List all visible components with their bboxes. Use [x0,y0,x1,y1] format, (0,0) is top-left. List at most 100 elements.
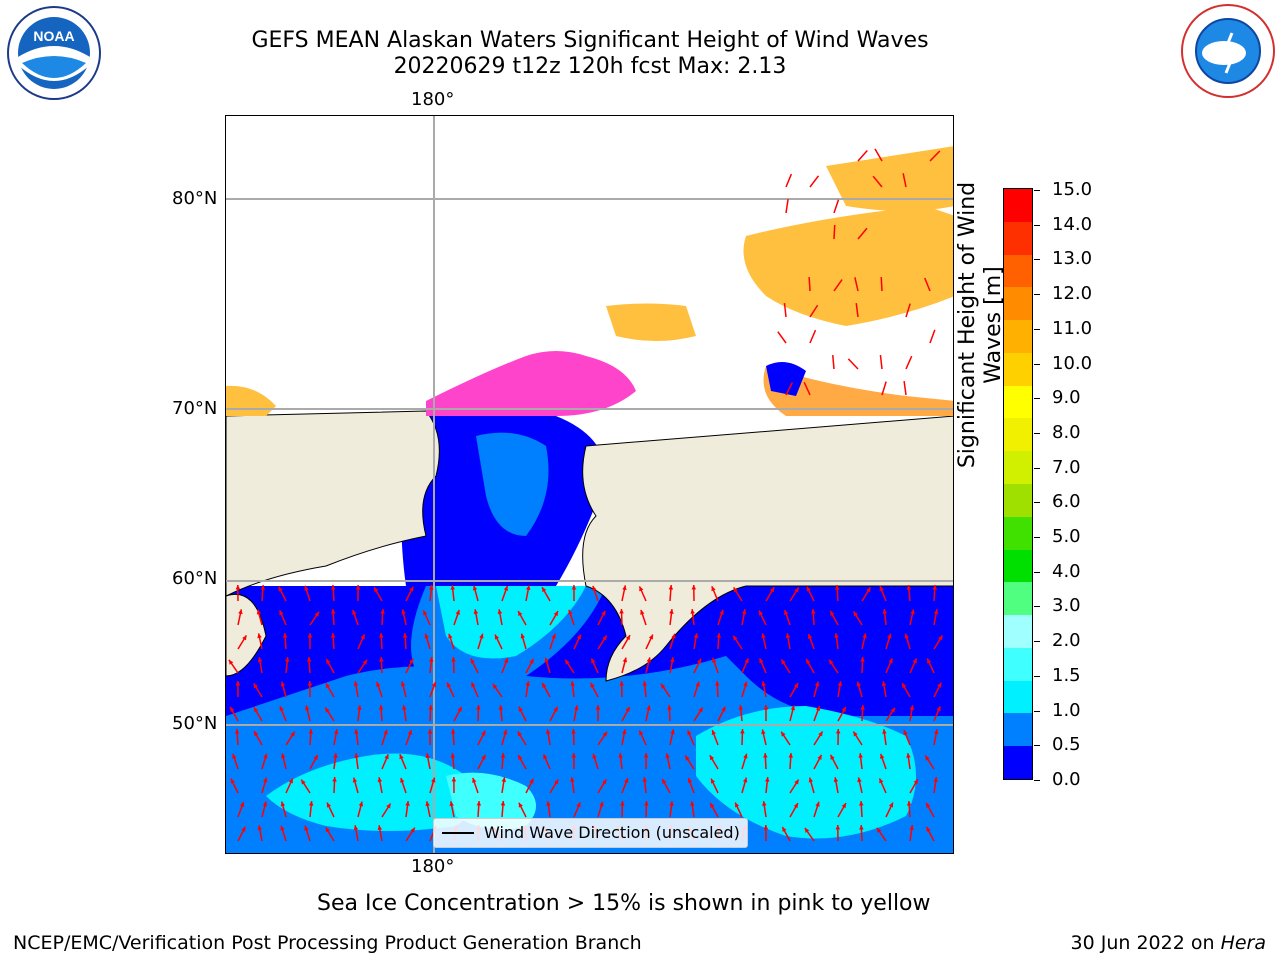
wave-arrow-head [503,658,509,663]
wave-arrow-head [260,585,266,590]
wave-arrow-head [360,634,365,640]
wave-arrow [833,199,840,214]
wave-arrow-head [781,731,786,737]
wave-arrow-head [834,585,840,590]
ice-patch-blue [766,362,806,396]
wave-arrow-head [377,777,383,783]
colorbar-tick [1034,363,1040,365]
wave-arrow-head [888,658,893,664]
wave-arrow-head [837,681,843,687]
wave-arrow-head [553,706,558,712]
wave-arrow-head [405,801,410,806]
wave-arrow-head [817,754,822,760]
wave-arrow-head [591,658,596,664]
wave-arrow-head [472,777,477,783]
wave-arrow-head [762,801,767,806]
wave-arrow-head [601,610,606,616]
wave-arrow-head [305,705,310,711]
colorbar-tick [1034,675,1040,677]
wave-arrow-head [639,586,644,592]
wave-arrow-head [602,731,608,737]
wave-arrow-head [280,681,286,687]
wave-arrow [929,150,941,162]
wave-arrow-head [232,753,237,759]
wave-arrow-head [256,609,262,615]
wave-arrow-head [890,707,896,713]
wave-arrow-head [619,681,624,686]
wave-arrow-head [758,610,764,616]
wave-arrow-head [242,635,247,641]
ice-4 [826,146,953,211]
colorbar-segment [1004,254,1032,288]
wave-arrow-head [811,609,816,614]
wave-arrow-head [253,683,258,689]
wave-arrow-head [230,707,235,713]
wave-arrow-head [353,681,359,687]
wave-arrow-head [279,610,284,616]
wave-arrow-head [781,659,786,665]
wave-arrow-head [933,729,939,735]
wave-arrow-head [669,609,674,614]
wave-arrow-head [228,659,234,665]
wave-arrow-head [333,753,338,758]
wave-arrow-head [763,705,769,710]
wave-arrow-head [290,731,295,737]
colorbar-tick [1034,571,1040,573]
wave-arrow-head [352,609,357,615]
lat-label-80: 80°N [172,188,218,209]
wave-arrow [929,329,936,344]
wave-arrow-head [807,633,813,639]
colorbar-tick-label: 14.0 [1052,213,1093,235]
wave-arrow-head [278,586,283,592]
wave-arrow-head [622,585,627,591]
wave-arrow [833,279,843,292]
wave-arrow-head [525,585,531,591]
colorbar-tick [1034,224,1040,226]
wave-arrow-head [326,658,331,664]
wave-arrow-head [330,633,336,638]
colorbar-title: Significant Height of Wind Waves [m] [955,181,1006,469]
wave-arrow-head [571,729,576,734]
wave-arrow-head [912,658,917,664]
colorbar-segment [1004,549,1032,583]
wave-arrow-head [743,753,748,759]
wave-arrow-head [304,825,309,831]
colorbar-segment [1004,745,1032,779]
wave-arrow-head [379,657,384,662]
wave-arrow-head [313,754,318,760]
wave-arrow-head [545,729,551,734]
wave-arrow-head [643,753,649,758]
wave-arrow-head [330,585,336,590]
wave-arrow-head [888,802,894,808]
wave-arrow-head [451,777,457,782]
wave-arrow-head [570,777,575,782]
wave-arrow-head [230,778,235,784]
colorbar-tick-label: 1.0 [1052,699,1081,721]
colorbar-tick-label: 2.0 [1052,630,1081,652]
wave-arrow [854,277,859,292]
wave-arrow-head [333,729,339,735]
wave-arrow-head [254,731,259,737]
wave-arrow-head [913,779,918,785]
wave-arrow-head [667,705,672,710]
wave-arrow-head [354,753,359,758]
wave-arrow-head [428,705,433,710]
wave-arrow-head [386,803,391,809]
ice-5 [763,366,953,416]
wave-arrow-head [376,681,381,687]
wave-arrow-head [882,729,887,734]
colorbar-segment [1004,417,1032,452]
wave-arrow-head [937,682,942,688]
wave-arrow-head [793,803,798,809]
wave-arrow-head [648,634,653,640]
colorbar-tick-label: 11.0 [1052,317,1093,339]
wave-arrow-head [735,802,740,808]
wave-arrow-head [500,753,506,758]
wave-arrow-head [263,753,268,759]
chukchi-zone [476,432,549,536]
wave-arrow-head [763,825,769,830]
wave-arrow-head [308,801,314,806]
wave-arrow-head [571,753,577,758]
wave-arrow-head [551,633,556,639]
wave-arrow [785,382,793,396]
